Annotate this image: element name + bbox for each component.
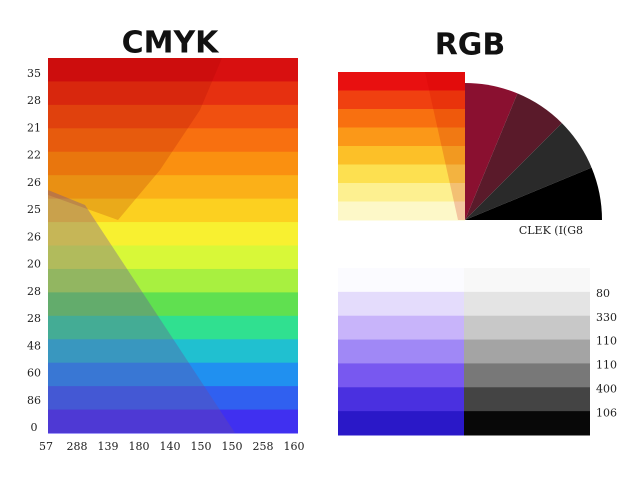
color-band [48, 339, 298, 364]
color-band [48, 151, 298, 176]
gray-band [464, 291, 590, 317]
color-band [48, 409, 298, 434]
y-label: 0 [31, 421, 38, 434]
x-label: 139 [98, 440, 119, 453]
gray-band [464, 268, 590, 293]
color-band [48, 386, 298, 411]
grayscale-panel: 80 330 110 110 400 106 [338, 268, 617, 436]
color-band [48, 58, 298, 82]
x-label: 288 [67, 440, 88, 453]
gray-band [464, 387, 590, 412]
fan-sector [465, 93, 562, 220]
gray-band [464, 363, 590, 388]
y-label: 35 [27, 67, 41, 80]
x-label: 180 [129, 440, 150, 453]
color-band [338, 127, 465, 147]
color-band [48, 315, 298, 340]
color-band [48, 104, 298, 129]
title-cmyk: CMYK [122, 26, 221, 61]
color-band [48, 175, 298, 200]
purple-band [338, 387, 464, 412]
fan-sector [465, 123, 592, 220]
gray-label: 330 [596, 311, 617, 324]
x-label: 57 [39, 440, 53, 453]
purple-band [338, 268, 464, 293]
gray-label: 106 [596, 406, 617, 419]
purple-band [338, 315, 464, 341]
shade-lower [48, 190, 235, 433]
gray-band [464, 411, 590, 436]
gray-label: 110 [596, 359, 617, 372]
color-band [48, 222, 298, 246]
y-label: 28 [27, 285, 41, 298]
fan-sector [465, 167, 602, 220]
color-band [338, 90, 465, 110]
y-label: 28 [27, 94, 41, 107]
color-band [338, 72, 465, 91]
cmyk-panel: 35 28 21 22 26 25 26 20 28 28 48 60 86 057 288 139 180 14… [27, 58, 305, 453]
gray-band [464, 315, 590, 341]
y-label: 21 [27, 121, 41, 134]
x-label: 150 [222, 440, 243, 453]
y-label: 48 [27, 339, 41, 352]
x-label: 140 [160, 440, 181, 453]
gray-label: 80 [596, 287, 610, 300]
color-band [338, 164, 465, 184]
color-band [48, 245, 298, 270]
shade [425, 72, 465, 220]
color-band [338, 201, 465, 221]
y-label: 26 [27, 230, 41, 243]
title-rgb: RGB [435, 28, 506, 63]
color-band [48, 81, 298, 106]
color-band [48, 292, 298, 317]
y-label: 28 [27, 312, 41, 325]
y-label: 22 [27, 149, 41, 162]
y-label: 26 [27, 176, 41, 189]
rgb-caption: CLEK (I(G8 [519, 224, 583, 237]
color-band [48, 198, 298, 223]
purple-band [338, 339, 464, 364]
fan-sector [465, 83, 518, 220]
color-band [338, 109, 465, 128]
purple-band [338, 291, 464, 317]
shade-top [48, 58, 222, 220]
purple-band [338, 411, 464, 436]
x-label: 150 [191, 440, 212, 453]
rgb-panel [338, 72, 602, 221]
color-band [48, 362, 298, 387]
y-label: 60 [27, 367, 41, 380]
y-label: 86 [27, 394, 41, 407]
color-band [338, 146, 465, 165]
color-band [48, 128, 298, 153]
gray-label: 110 [596, 335, 617, 348]
y-label: 20 [27, 258, 41, 271]
color-band [48, 268, 298, 293]
x-label: 258 [253, 440, 274, 453]
gray-band [464, 339, 590, 364]
x-label: 160 [284, 440, 305, 453]
purple-band [338, 363, 464, 388]
color-band [338, 183, 465, 202]
y-label: 25 [27, 203, 41, 216]
gray-label: 400 [596, 382, 617, 395]
